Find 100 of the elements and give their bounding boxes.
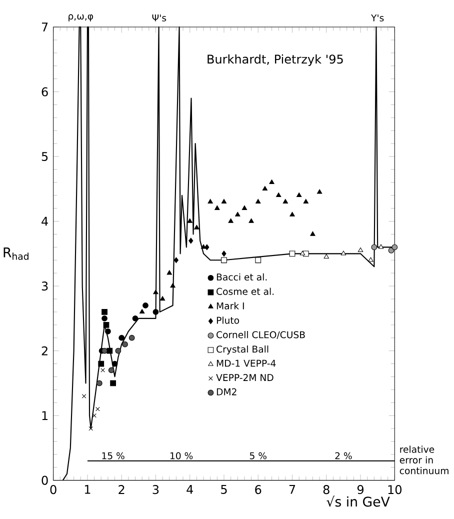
point xyxy=(368,257,374,262)
legend-label: VEPP-2M ND xyxy=(216,374,274,381)
point xyxy=(204,244,210,250)
x-tick-label: 4 xyxy=(186,485,194,494)
point xyxy=(310,231,316,236)
point xyxy=(187,218,192,223)
x-axis-title: √s in GeV xyxy=(326,496,390,507)
legend-label: Bacci et al. xyxy=(216,273,267,281)
point xyxy=(102,315,108,322)
point xyxy=(128,334,135,341)
point xyxy=(98,360,104,367)
x-tick-label: 1 xyxy=(84,485,90,494)
annotation: Υ's xyxy=(371,14,384,22)
point xyxy=(255,257,262,264)
point xyxy=(228,218,234,223)
legend-label: Cosme et al. xyxy=(216,288,274,295)
y-tick-label: 4 xyxy=(42,216,48,226)
point xyxy=(282,198,288,204)
legend-label: Pluto xyxy=(216,316,240,324)
point xyxy=(174,257,178,264)
point xyxy=(170,283,176,288)
text: relative error in continuum xyxy=(400,446,448,474)
point xyxy=(102,309,108,315)
point xyxy=(290,212,295,216)
annotation: Ψ's xyxy=(152,14,166,22)
point xyxy=(194,224,200,230)
point xyxy=(188,238,194,244)
x-tick-label: 7 xyxy=(289,485,296,494)
y-tick-label: 5 xyxy=(42,152,48,161)
annotation: 10 % xyxy=(170,452,193,460)
point xyxy=(262,186,268,191)
point xyxy=(132,315,138,322)
point xyxy=(102,348,108,354)
point xyxy=(118,334,125,341)
y-tick-label: 1 xyxy=(42,411,48,420)
point xyxy=(166,270,172,275)
point xyxy=(152,309,159,315)
point xyxy=(92,413,96,418)
point xyxy=(110,380,116,386)
point xyxy=(296,192,302,197)
point xyxy=(105,328,111,334)
point xyxy=(82,394,86,398)
legend-label: DM2 xyxy=(216,388,236,396)
x-tick-label: 0 xyxy=(50,485,56,494)
text: Burkhardt, Pietrzyk '95 xyxy=(208,54,343,66)
legend-label: Cornell CLEO/CUSB xyxy=(216,331,305,339)
point xyxy=(303,198,308,204)
point xyxy=(340,250,346,256)
x-tick-label: 8 xyxy=(323,485,330,494)
x-tick-label: 5 xyxy=(221,485,227,494)
point xyxy=(221,198,227,204)
point xyxy=(392,244,398,250)
annotation: ρ,ω,φ xyxy=(68,14,94,22)
y-axis-title: R$_{had}$ xyxy=(4,247,28,260)
point xyxy=(153,290,158,294)
point xyxy=(112,360,118,367)
x-tick-label: 2 xyxy=(118,485,124,494)
point xyxy=(378,244,384,249)
y-tick-label: 0 xyxy=(42,476,48,485)
annotation: 15 % xyxy=(102,452,124,460)
point xyxy=(248,218,254,223)
legend-label: Mark I xyxy=(216,302,244,310)
point xyxy=(214,205,220,210)
x-tick-label: 6 xyxy=(255,485,262,494)
point xyxy=(200,244,206,249)
point xyxy=(88,426,94,431)
point xyxy=(222,250,226,257)
x-tick-label: 10 xyxy=(388,485,402,494)
point xyxy=(160,296,166,301)
point xyxy=(221,257,227,264)
y-tick-label: 7 xyxy=(42,22,48,32)
y-tick-label: 3 xyxy=(42,282,48,291)
point xyxy=(300,250,306,256)
point xyxy=(358,247,364,252)
point xyxy=(122,341,128,348)
point xyxy=(269,180,274,184)
x-tick-label: 9 xyxy=(357,485,364,494)
x-tick-label: 3 xyxy=(152,485,159,494)
point xyxy=(208,198,213,204)
point xyxy=(289,250,296,257)
point xyxy=(276,192,282,197)
point xyxy=(235,212,240,216)
point xyxy=(106,348,113,354)
point xyxy=(96,406,100,412)
point xyxy=(108,367,114,374)
y-tick-label: 2 xyxy=(42,346,48,356)
point xyxy=(142,302,148,308)
point xyxy=(115,348,122,354)
legend-label: MD-1 VEPP-4 xyxy=(216,360,276,367)
y-tick-label: 6 xyxy=(42,87,48,96)
annotation: 2 % xyxy=(335,452,352,460)
point xyxy=(316,189,322,194)
point xyxy=(139,309,145,314)
point xyxy=(242,205,248,210)
point xyxy=(100,368,105,372)
point xyxy=(256,198,261,204)
point xyxy=(103,322,110,328)
legend-label: Crystal Ball xyxy=(216,345,268,354)
point xyxy=(371,244,378,250)
annotation: 5 % xyxy=(250,452,266,460)
